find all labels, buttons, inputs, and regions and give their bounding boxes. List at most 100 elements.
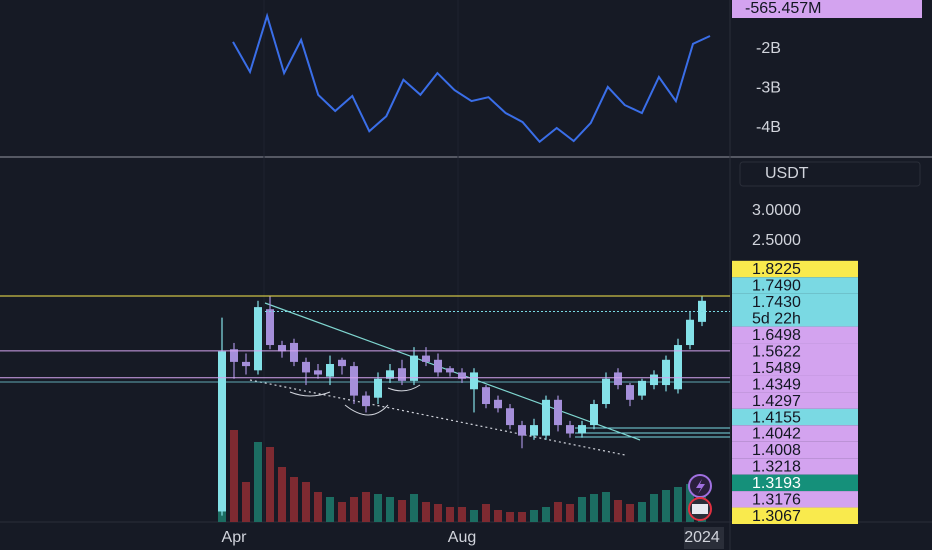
time-label-box bbox=[684, 527, 724, 549]
candle-body bbox=[662, 359, 670, 386]
candle-body bbox=[518, 425, 526, 436]
price-tag-label: 1.3176 bbox=[752, 492, 801, 509]
price-tag bbox=[732, 392, 858, 409]
volume-bar bbox=[362, 492, 370, 522]
volume-bar bbox=[554, 502, 562, 522]
candle-body bbox=[602, 378, 610, 405]
candle-body bbox=[314, 370, 322, 375]
volume-layer bbox=[218, 427, 706, 522]
volume-bar bbox=[398, 500, 406, 522]
y-tick-label: 2.5000 bbox=[752, 232, 801, 249]
volume-bar bbox=[326, 497, 334, 522]
volume-bar bbox=[434, 504, 442, 522]
volume-bar bbox=[446, 507, 454, 522]
volume-bar bbox=[662, 490, 670, 522]
candle-body bbox=[650, 374, 658, 386]
last-value-tag bbox=[732, 0, 922, 18]
price-tag-label: 1.4155 bbox=[752, 409, 801, 426]
candle-body bbox=[494, 399, 502, 409]
price-tag-label: 1.5489 bbox=[752, 360, 801, 377]
volume-bar bbox=[422, 502, 430, 522]
candle-body bbox=[566, 425, 574, 434]
price-scale: -2B -3B -4B -565.457M USDT 3.0000 2.5000 1.8225… bbox=[732, 0, 922, 525]
price-tag-label: 1.8225 bbox=[752, 261, 801, 278]
y-tick-label: -2B bbox=[756, 40, 781, 57]
price-tag-label: 1.5622 bbox=[752, 343, 801, 360]
price-tag-label: 1.3193 bbox=[752, 475, 801, 492]
candle-body bbox=[626, 385, 634, 400]
candle-body bbox=[266, 309, 274, 346]
volume-bar bbox=[302, 482, 310, 522]
arc-drawing bbox=[387, 384, 421, 392]
price-tag-countdown: 5d 22h bbox=[752, 311, 801, 328]
volume-bar bbox=[458, 507, 466, 522]
volume-bar bbox=[242, 482, 250, 522]
candle-body bbox=[254, 307, 262, 371]
trend-line-dotted bbox=[249, 379, 626, 456]
candle-body bbox=[578, 425, 586, 434]
price-tag bbox=[732, 375, 858, 393]
y-tick-label: -4B bbox=[756, 119, 781, 136]
price-tag-label: 1.7490 bbox=[752, 278, 801, 295]
candle-body bbox=[542, 399, 550, 436]
candle-body bbox=[386, 370, 394, 379]
volume-bar bbox=[410, 494, 418, 522]
volume-bar bbox=[254, 442, 262, 522]
volume-bar bbox=[314, 492, 322, 522]
price-tag-label: 1.3218 bbox=[752, 459, 801, 476]
candle-body bbox=[338, 359, 346, 367]
price-tag bbox=[732, 260, 858, 278]
flag-icon bbox=[692, 504, 708, 514]
price-tag bbox=[732, 458, 858, 475]
candle-body bbox=[614, 372, 622, 386]
volume-bar bbox=[278, 467, 286, 522]
volume-bar bbox=[374, 494, 382, 522]
volume-bar bbox=[494, 510, 502, 522]
volume-bar bbox=[350, 497, 358, 522]
price-tag bbox=[732, 425, 858, 442]
candle-body bbox=[326, 364, 334, 377]
volume-bar bbox=[386, 497, 394, 522]
candle-body bbox=[218, 351, 226, 512]
volume-bar bbox=[590, 494, 598, 522]
candle-body bbox=[242, 361, 250, 367]
price-tag bbox=[732, 408, 858, 426]
price-tag-label: 1.4297 bbox=[752, 393, 801, 410]
price-tag bbox=[732, 474, 858, 492]
volume-bar bbox=[614, 500, 622, 522]
price-tag-label: 1.4042 bbox=[752, 426, 801, 443]
volume-bar bbox=[230, 430, 238, 522]
candle-body bbox=[482, 387, 490, 405]
price-tag bbox=[732, 326, 858, 344]
volume-bar bbox=[290, 477, 298, 522]
volume-bar bbox=[506, 512, 514, 522]
volume-bar bbox=[638, 502, 646, 522]
candle-body bbox=[278, 345, 286, 352]
indicator-line bbox=[232, 12, 711, 144]
price-tag bbox=[732, 491, 858, 508]
candle-body bbox=[410, 355, 418, 381]
candle-body bbox=[350, 366, 358, 396]
volume-bar bbox=[470, 510, 478, 522]
price-tag bbox=[732, 441, 858, 459]
price-tag-label: 1.3067 bbox=[752, 508, 801, 525]
volume-bar bbox=[602, 492, 610, 522]
y-tick-label: -3B bbox=[756, 80, 781, 97]
candle-body bbox=[686, 319, 694, 346]
price-tag bbox=[732, 359, 858, 376]
price-tag bbox=[732, 507, 858, 524]
candle-body bbox=[470, 372, 478, 390]
price-tag-label: 1.4349 bbox=[752, 376, 801, 393]
volume-bar bbox=[482, 504, 490, 522]
volume-bar bbox=[578, 497, 586, 522]
x-tick-label: Aug bbox=[448, 529, 476, 546]
volume-bar bbox=[530, 510, 538, 522]
currency-box[interactable] bbox=[739, 161, 921, 187]
lightning-icon bbox=[696, 479, 705, 494]
price-tag-label: 1.6498 bbox=[752, 327, 801, 344]
y-tick-label: 3.0000 bbox=[752, 202, 801, 219]
price-tag bbox=[732, 277, 858, 294]
volume-bar bbox=[542, 507, 550, 522]
volume-bar bbox=[518, 512, 526, 522]
